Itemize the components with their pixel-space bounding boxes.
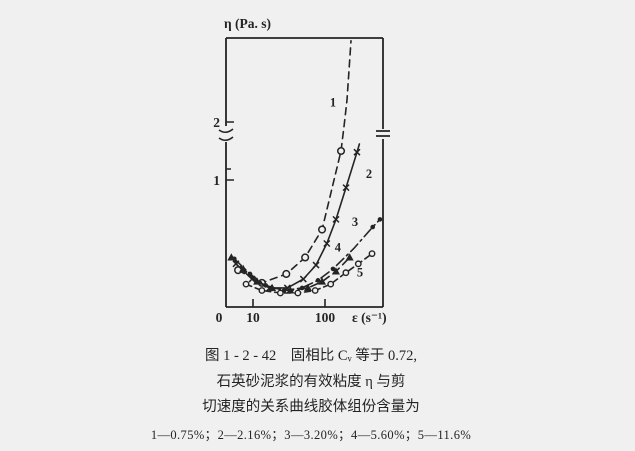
caption-line-1: 图 1 - 2 - 42 固相比 Cᵥ 等于 0.72, <box>204 348 418 364</box>
series-4: 4 <box>227 240 354 294</box>
series-5-label: 5 <box>357 266 363 280</box>
series-2-line <box>235 143 361 289</box>
triangle-marker-icon <box>268 283 277 291</box>
x-axis-title: ε (s⁻¹) <box>352 310 387 325</box>
origin-tick-label: 0 <box>216 310 223 325</box>
series-3-label: 3 <box>352 215 358 229</box>
circle-marker-icon <box>294 289 302 297</box>
triangle-marker-icon <box>318 277 327 285</box>
circle-marker-icon <box>318 225 327 234</box>
y-axis-break-icon <box>218 128 234 141</box>
x-tick-label: 100 <box>315 310 336 325</box>
y-axis-title: η (Pa. s) <box>224 16 271 31</box>
series-1: 1 <box>234 39 352 287</box>
dot-marker-icon <box>330 266 336 272</box>
figure-caption: 图 1 - 2 - 42 固相比 Cᵥ 等于 0.72, 石英砂泥浆的有效粘度 … <box>0 344 622 443</box>
viscosity-chart: η (Pa. s) ε (s⁻¹) 0 10 100 1 2 1 2 34 5 <box>213 16 390 325</box>
triangle-marker-icon <box>286 286 295 294</box>
x-marker-icon <box>342 184 350 192</box>
circle-marker-icon <box>242 280 250 288</box>
triangle-marker-icon <box>227 253 236 261</box>
circle-marker-icon <box>336 146 346 156</box>
caption-line-3: 切速度的关系曲线胶体组份含量为 <box>202 399 420 415</box>
circle-marker-icon <box>276 289 284 297</box>
dot-marker-icon <box>377 217 383 222</box>
circle-marker-icon <box>354 260 362 268</box>
circle-marker-icon <box>301 253 310 262</box>
right-border-break-icon <box>376 130 390 137</box>
x-marker-icon <box>299 275 307 283</box>
x-marker-icon <box>332 215 340 223</box>
circle-marker-icon <box>342 269 350 277</box>
dot-marker-icon <box>315 278 321 283</box>
circle-marker-icon <box>311 287 319 294</box>
triangle-marker-icon <box>303 283 312 291</box>
triangle-marker-icon <box>253 277 262 285</box>
triangle-marker-icon <box>331 267 340 275</box>
series-3-line <box>233 218 381 292</box>
x-marker-icon <box>312 261 320 269</box>
triangle-marker-icon <box>345 253 354 261</box>
circle-marker-icon <box>327 280 335 288</box>
series-5: 5 <box>242 250 376 297</box>
triangle-marker-icon <box>239 264 248 272</box>
series-2-label: 2 <box>366 167 372 181</box>
x-marker-icon <box>323 239 331 248</box>
y-tick-label: 2 <box>213 115 220 130</box>
caption-line-2: 石英砂泥浆的有效粘度 η 与剪 <box>216 373 406 390</box>
y-tick-label: 1 <box>213 173 220 188</box>
caption-curve-legend: 1—0.75%；2—2.16%；3—3.20%；4—5.60%；5—11.6% <box>150 427 472 442</box>
series-1-label: 1 <box>330 95 336 109</box>
plot-frame <box>218 37 390 308</box>
circle-marker-icon <box>368 250 376 258</box>
dot-marker-icon <box>370 224 376 230</box>
circle-marker-icon <box>282 269 291 279</box>
circle-marker-icon <box>258 287 266 294</box>
series-4-label: 4 <box>335 240 342 254</box>
x-tick-label: 10 <box>246 310 260 325</box>
axis-ticks <box>226 121 326 307</box>
x-marker-icon <box>353 148 361 156</box>
